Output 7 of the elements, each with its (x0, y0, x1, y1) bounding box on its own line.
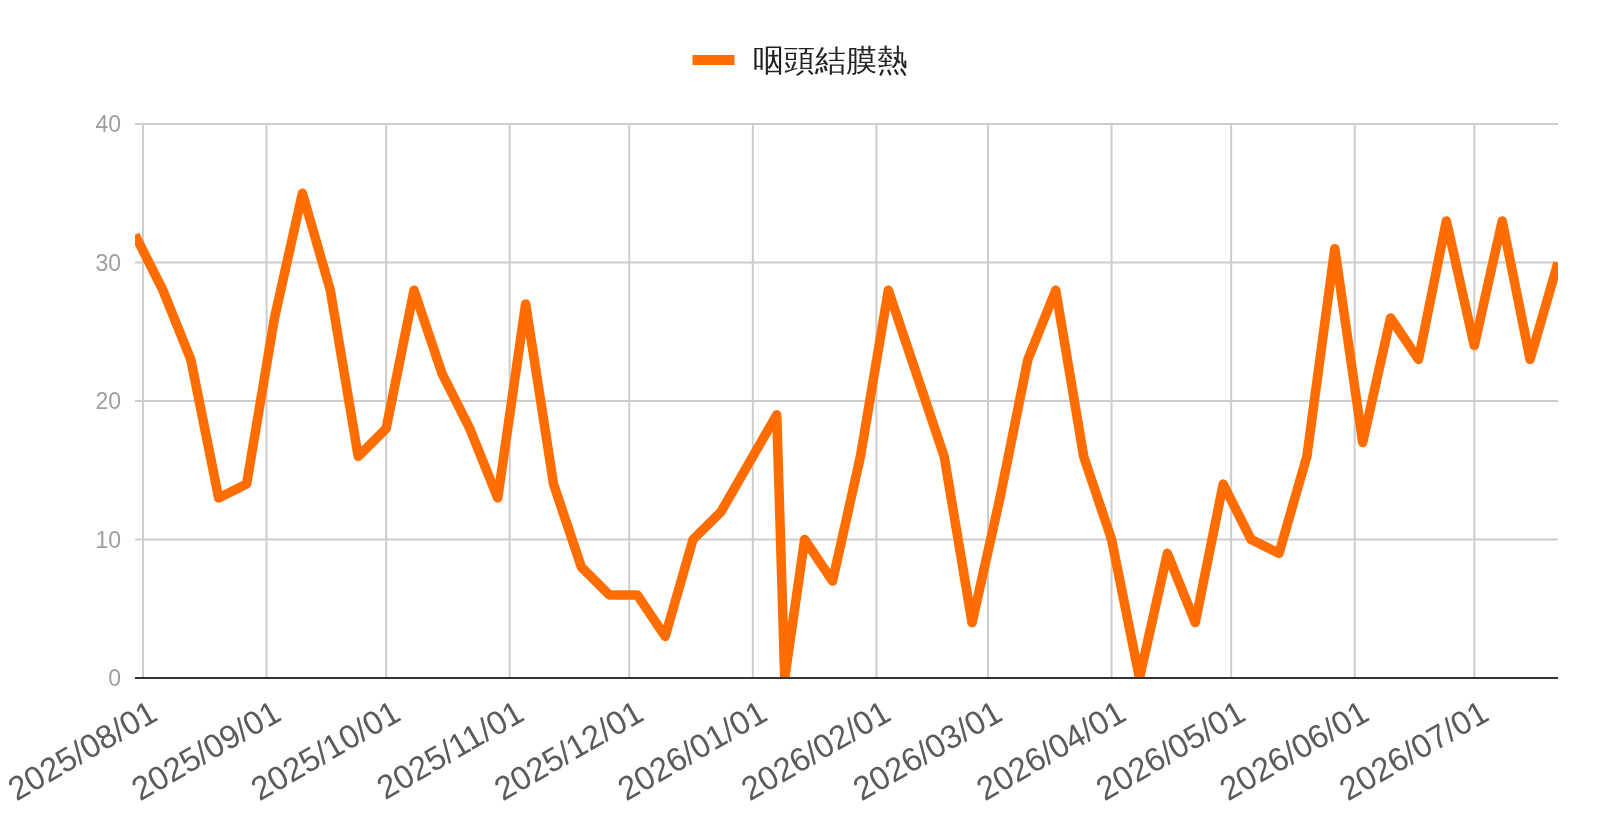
y-tick-label: 10 (95, 526, 121, 553)
y-tick-label: 0 (108, 665, 121, 691)
legend: 咽頭結膜熱 (692, 42, 908, 78)
legend-label: 咽頭結膜熱 (752, 42, 908, 78)
y-tick-label: 30 (95, 249, 121, 276)
y-tick-label: 40 (95, 111, 121, 137)
y-tick-label: 20 (95, 388, 121, 414)
